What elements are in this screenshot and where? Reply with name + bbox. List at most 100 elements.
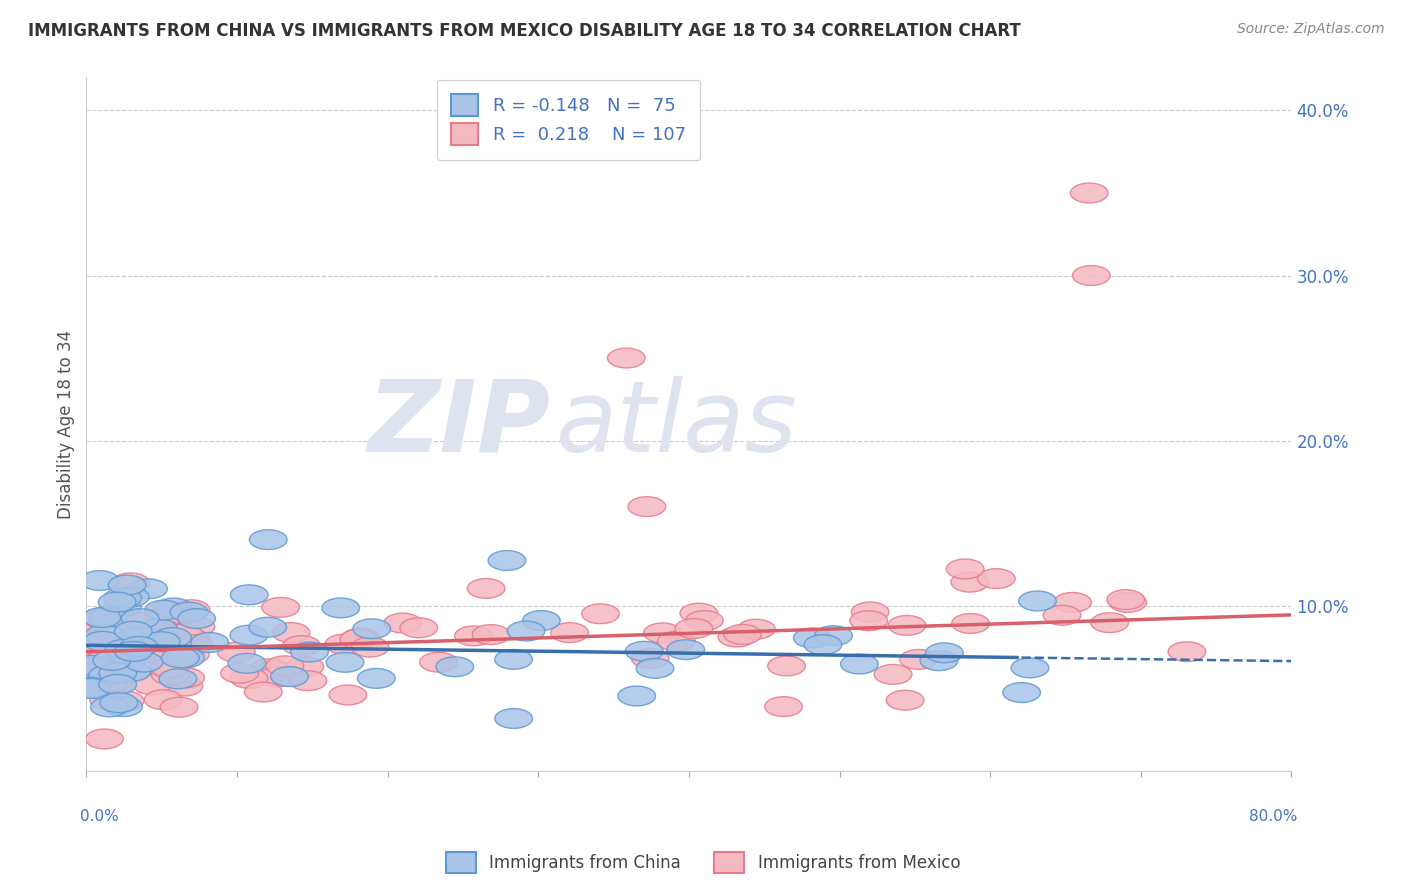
Ellipse shape [121, 608, 159, 629]
Ellipse shape [111, 587, 149, 607]
Ellipse shape [1073, 266, 1111, 285]
Ellipse shape [681, 603, 717, 623]
Ellipse shape [900, 649, 938, 669]
Ellipse shape [814, 626, 852, 646]
Ellipse shape [110, 648, 146, 668]
Ellipse shape [83, 608, 121, 628]
Ellipse shape [155, 599, 193, 618]
Ellipse shape [1011, 658, 1049, 678]
Ellipse shape [686, 611, 723, 631]
Ellipse shape [150, 656, 188, 676]
Ellipse shape [142, 632, 180, 651]
Ellipse shape [658, 632, 695, 651]
Ellipse shape [495, 708, 533, 729]
Text: IMMIGRANTS FROM CHINA VS IMMIGRANTS FROM MEXICO DISABILITY AGE 18 TO 34 CORRELAT: IMMIGRANTS FROM CHINA VS IMMIGRANTS FROM… [28, 22, 1021, 40]
Ellipse shape [329, 685, 367, 705]
Ellipse shape [1019, 591, 1056, 611]
Ellipse shape [273, 623, 309, 642]
Ellipse shape [98, 674, 136, 694]
Ellipse shape [628, 497, 665, 516]
Ellipse shape [129, 579, 167, 599]
Ellipse shape [666, 640, 704, 659]
Ellipse shape [793, 628, 831, 648]
Ellipse shape [107, 691, 143, 711]
Ellipse shape [357, 668, 395, 689]
Ellipse shape [145, 600, 183, 620]
Ellipse shape [79, 632, 115, 652]
Ellipse shape [231, 585, 269, 605]
Ellipse shape [172, 644, 209, 665]
Ellipse shape [644, 623, 682, 643]
Ellipse shape [249, 530, 287, 549]
Ellipse shape [160, 698, 198, 717]
Ellipse shape [340, 629, 378, 649]
Ellipse shape [108, 631, 146, 651]
Ellipse shape [326, 652, 364, 673]
Ellipse shape [82, 571, 118, 591]
Ellipse shape [77, 662, 115, 681]
Ellipse shape [582, 604, 619, 624]
Ellipse shape [148, 601, 184, 621]
Ellipse shape [231, 625, 267, 645]
Ellipse shape [104, 620, 142, 640]
Ellipse shape [76, 631, 112, 650]
Ellipse shape [159, 669, 197, 689]
Ellipse shape [1002, 682, 1040, 702]
Ellipse shape [886, 690, 924, 710]
Ellipse shape [128, 627, 166, 648]
Ellipse shape [86, 729, 124, 748]
Ellipse shape [283, 636, 321, 656]
Ellipse shape [285, 657, 323, 676]
Ellipse shape [134, 675, 170, 695]
Ellipse shape [851, 602, 889, 622]
Ellipse shape [626, 641, 664, 661]
Ellipse shape [875, 665, 912, 684]
Ellipse shape [165, 676, 202, 696]
Ellipse shape [1070, 183, 1108, 202]
Ellipse shape [86, 615, 124, 635]
Ellipse shape [325, 634, 363, 654]
Ellipse shape [94, 615, 131, 634]
Ellipse shape [114, 612, 152, 632]
Ellipse shape [472, 624, 510, 645]
Ellipse shape [290, 671, 326, 690]
Ellipse shape [139, 623, 177, 642]
Text: atlas: atlas [557, 376, 799, 473]
Ellipse shape [174, 635, 212, 655]
Ellipse shape [115, 641, 152, 661]
Ellipse shape [1168, 642, 1206, 662]
Ellipse shape [125, 652, 163, 672]
Ellipse shape [177, 617, 215, 637]
Ellipse shape [249, 617, 287, 637]
Ellipse shape [112, 662, 150, 682]
Ellipse shape [841, 654, 879, 674]
Ellipse shape [172, 599, 209, 620]
Ellipse shape [165, 604, 202, 624]
Ellipse shape [228, 654, 266, 673]
Ellipse shape [177, 608, 215, 629]
Ellipse shape [508, 621, 546, 641]
Ellipse shape [925, 643, 963, 663]
Ellipse shape [89, 657, 127, 676]
Ellipse shape [946, 559, 984, 579]
Ellipse shape [1053, 592, 1091, 612]
Ellipse shape [98, 663, 136, 683]
Ellipse shape [107, 652, 145, 672]
Ellipse shape [98, 592, 136, 612]
Ellipse shape [738, 619, 775, 639]
Ellipse shape [165, 624, 202, 644]
Ellipse shape [90, 673, 128, 692]
Ellipse shape [271, 666, 308, 687]
Ellipse shape [108, 642, 146, 662]
Ellipse shape [149, 651, 187, 672]
Ellipse shape [94, 676, 131, 696]
Ellipse shape [172, 629, 209, 648]
Ellipse shape [73, 648, 110, 668]
Ellipse shape [167, 668, 204, 688]
Ellipse shape [73, 656, 111, 675]
Ellipse shape [768, 657, 806, 676]
Ellipse shape [73, 679, 110, 698]
Ellipse shape [104, 589, 142, 608]
Ellipse shape [84, 618, 121, 638]
Ellipse shape [231, 668, 267, 689]
